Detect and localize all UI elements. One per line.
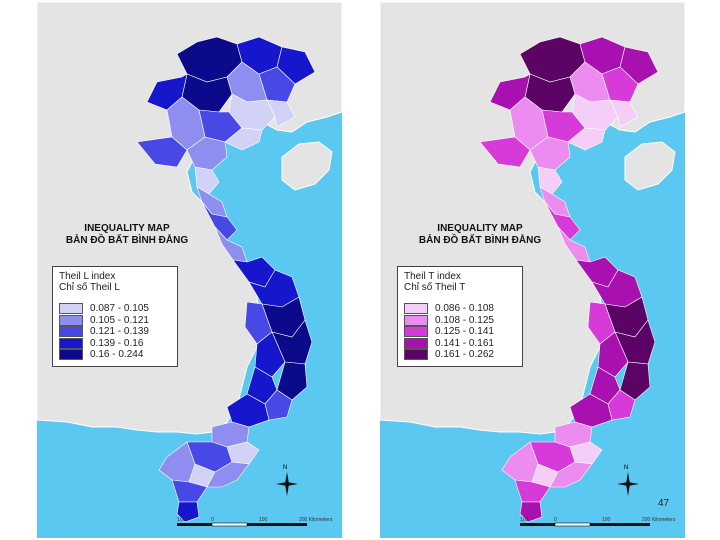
legend-swatch [59,326,83,338]
province-area [597,331,629,378]
province-area [619,361,651,401]
page-number: 47 [658,498,670,509]
legend-item: 0.108 - 0.125 [404,314,516,327]
legend-swatch [404,337,428,349]
province-area [609,99,639,128]
map-title-block: INEQUALITY MAP BẢN ĐỒ BẤT BÌNH ĐẲNG [390,223,570,247]
theil-t-map-panel: INEQUALITY MAP BẢN ĐỒ BẤT BÌNH ĐẲNG Thei… [380,2,685,538]
province-area [514,479,551,503]
legend-label: 0.087 - 0.105 [90,303,149,315]
legend-item: 0.16 - 0.244 [59,349,171,361]
north-label: N [624,465,629,471]
scale-bar [520,522,650,527]
theil-t-legend: Theil T index Chỉ số Theil T 0.086 - 0.1… [397,266,523,367]
map-title-block: INEQUALITY MAP BẢN ĐỒ BẤT BÌNH ĐẲNG [37,223,217,247]
legend-item: 0.121 - 0.139 [59,326,171,338]
legend-title-vietnamese: Chỉ số Theil L [59,282,120,293]
north-label: N [283,465,288,471]
legend-label: 0.108 - 0.125 [435,314,494,326]
legend-label: 0.105 - 0.121 [90,314,149,326]
legend-swatch [59,337,83,349]
province-area [607,389,636,421]
province-area [176,501,200,523]
province-area [276,361,308,401]
legend-item: 0.141 - 0.161 [404,337,516,350]
legend-title-english: Theil T index [404,271,461,282]
legend-label: 0.086 - 0.108 [435,303,494,315]
map-title-english: INEQUALITY MAP [437,223,523,234]
scale-label: 0 [211,517,214,523]
scale-label: 200 Kilometers [642,517,676,523]
province-area [276,46,316,85]
scale-label: 100 [520,517,529,523]
province-area [194,166,220,195]
province-area [224,127,263,151]
legend-swatch [404,349,428,361]
legend-item: 0.161 - 0.262 [404,349,516,361]
map-title-english: INEQUALITY MAP [84,223,170,234]
north-arrow-icon [617,472,639,496]
legend-item: 0.125 - 0.141 [404,326,516,338]
legend-item: 0.086 - 0.108 [404,303,516,315]
scale-label: 0 [554,517,557,523]
province-area [266,99,296,128]
map-title-vietnamese: BẢN ĐỒ BẤT BÌNH ĐẲNG [418,235,542,246]
legend-swatch [404,326,428,338]
province-area [519,501,543,523]
province-area [567,127,606,151]
scale-label: 200 Kilometers [299,517,333,523]
province-area [479,136,531,168]
scale-label: 100 [177,517,186,523]
province-area [264,389,293,421]
scale-bar [177,522,307,527]
legend-swatch [59,303,83,315]
north-arrow-icon [276,472,298,496]
legend-label: 0.125 - 0.141 [435,326,494,338]
legend-label: 0.141 - 0.161 [435,337,494,349]
legend-item: 0.087 - 0.105 [59,303,171,315]
legend-title-vietnamese: Chỉ số Theil T [404,282,466,293]
theil-l-map-panel: INEQUALITY MAP BẢN ĐỒ BẤT BÌNH ĐẲNG Thei… [37,2,342,538]
vietnam-provinces [136,36,316,523]
legend-swatch [404,314,428,326]
legend-label: 0.161 - 0.262 [435,349,494,361]
legend-title-english: Theil L index [59,271,116,282]
theil-l-legend: Theil L index Chỉ số Theil L 0.087 - 0.1… [52,266,178,367]
vietnam-provinces [479,36,659,523]
legend-swatch [404,303,428,315]
map-title-vietnamese: BẢN ĐỒ BẤT BÌNH ĐẲNG [65,235,189,246]
hainan-island [281,141,333,191]
province-area [171,479,208,503]
province-area [254,331,286,378]
legend-item: 0.105 - 0.121 [59,314,171,327]
legend-swatch [59,349,83,361]
legend-label: 0.16 - 0.244 [90,349,144,361]
legend-item: 0.139 - 0.16 [59,337,171,350]
legend-label: 0.139 - 0.16 [90,337,144,349]
legend-label: 0.121 - 0.139 [90,326,149,338]
scale-label: 100 [259,517,268,523]
scale-label: 100 [602,517,611,523]
hainan-island [624,141,676,191]
province-area [537,166,563,195]
legend-swatch [59,314,83,326]
province-area [136,136,188,168]
province-area [619,46,659,85]
